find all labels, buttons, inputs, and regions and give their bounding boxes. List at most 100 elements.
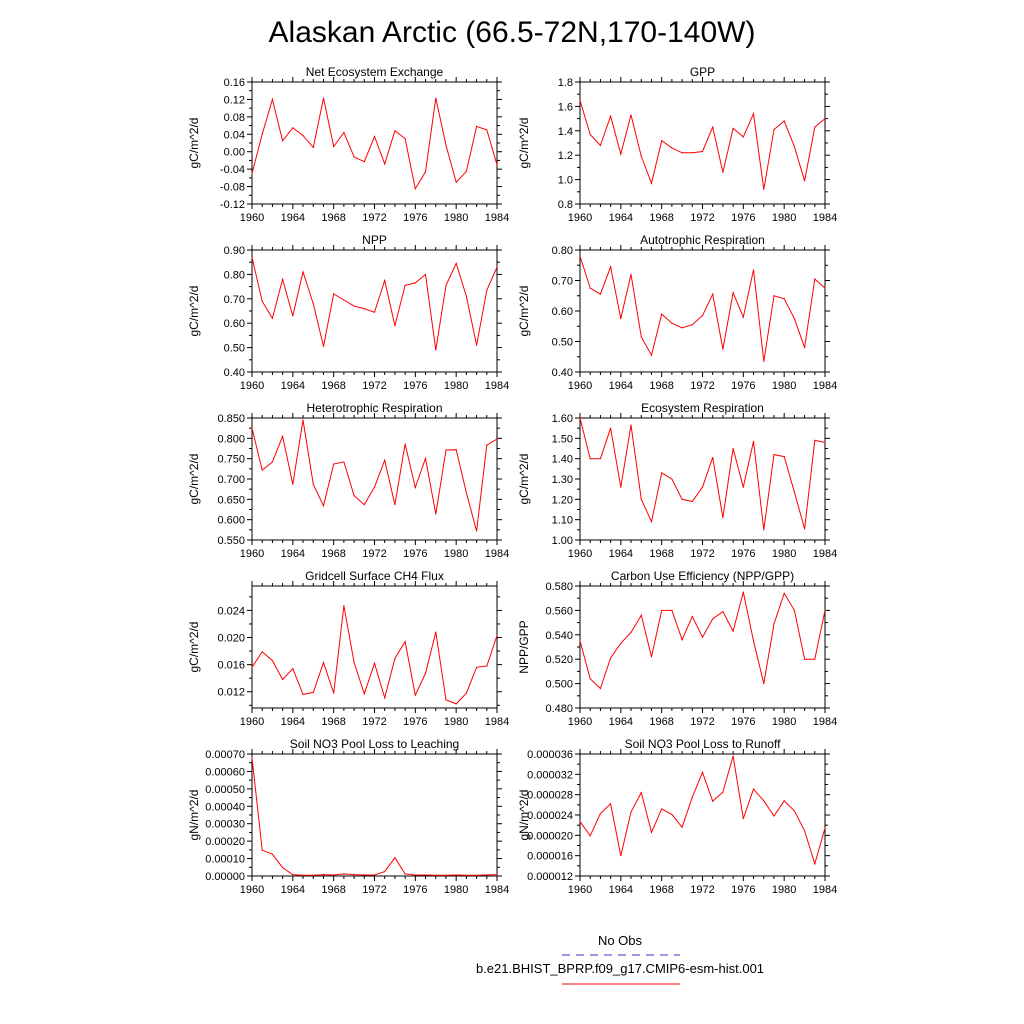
data-point bbox=[496, 874, 498, 876]
data-point bbox=[671, 147, 673, 149]
y-tick-label: 0.00030 bbox=[205, 819, 245, 831]
x-tick-label: 1976 bbox=[403, 212, 427, 224]
data-point bbox=[343, 461, 345, 463]
data-point bbox=[793, 609, 795, 612]
x-tick-label: 1972 bbox=[690, 212, 714, 224]
data-point bbox=[486, 874, 488, 876]
x-tick-label: 1980 bbox=[772, 716, 796, 728]
x-tick-label: 1972 bbox=[362, 548, 386, 560]
data-point bbox=[712, 457, 714, 459]
data-point bbox=[373, 311, 376, 313]
x-tick-label: 1960 bbox=[240, 884, 264, 896]
y-axis-label: gC/m^2/d bbox=[187, 118, 201, 169]
x-tick-label: 1964 bbox=[281, 212, 305, 224]
data-point bbox=[435, 631, 437, 633]
data-point bbox=[681, 498, 683, 500]
x-tick-label: 1960 bbox=[568, 212, 592, 224]
data-point bbox=[302, 134, 304, 137]
data-point bbox=[671, 478, 673, 480]
data-point bbox=[333, 874, 335, 876]
data-point bbox=[671, 813, 673, 816]
data-point bbox=[589, 458, 591, 460]
data-point bbox=[475, 530, 478, 532]
y-tick-label: 1.6 bbox=[558, 101, 573, 113]
y-tick-label: 0.90 bbox=[224, 245, 245, 257]
data-point bbox=[599, 458, 602, 460]
x-tick-label: 1976 bbox=[403, 884, 427, 896]
y-tick-label: 0.50 bbox=[224, 343, 245, 355]
chart-panel: GPP 0.8 1.0 1.2 1.4 1.6 1.8 1960 1964 1968 1972 197… bbox=[517, 65, 837, 224]
data-point bbox=[599, 293, 602, 295]
x-tick-label: 1960 bbox=[240, 548, 264, 560]
data-point bbox=[496, 164, 498, 166]
data-point bbox=[282, 278, 284, 280]
series-line bbox=[251, 419, 498, 532]
data-point bbox=[343, 873, 345, 875]
data-point bbox=[620, 153, 622, 155]
x-tick-label: 1968 bbox=[649, 716, 673, 728]
data-point bbox=[394, 325, 396, 327]
x-tick-label: 1984 bbox=[813, 548, 837, 560]
y-tick-label: 0.00070 bbox=[205, 749, 245, 761]
x-tick-label: 1976 bbox=[731, 884, 755, 896]
data-point bbox=[742, 817, 744, 820]
data-point bbox=[701, 486, 704, 488]
data-point bbox=[630, 631, 632, 633]
data-point bbox=[763, 529, 765, 531]
data-point bbox=[292, 127, 294, 129]
data-point bbox=[271, 853, 274, 855]
data-point bbox=[292, 668, 294, 670]
y-tick-label: 0.000020 bbox=[527, 830, 573, 842]
data-point bbox=[793, 491, 795, 493]
data-point bbox=[640, 792, 642, 794]
x-tick-label: 1972 bbox=[690, 884, 714, 896]
plot-frame bbox=[579, 249, 826, 373]
data-point bbox=[701, 150, 704, 153]
data-point bbox=[824, 827, 826, 829]
chart-panel: Soil NO3 Pool Loss to Leaching 0.00000 0.0… bbox=[187, 737, 509, 896]
data-point bbox=[251, 427, 253, 429]
y-tick-label: 0.80 bbox=[552, 245, 573, 257]
panel-title: Soil NO3 Pool Loss to Leaching bbox=[290, 737, 459, 751]
y-tick-label: 0.750 bbox=[217, 454, 245, 466]
y-tick-label: 0.540 bbox=[545, 630, 573, 642]
data-point bbox=[496, 438, 498, 440]
data-point bbox=[414, 874, 416, 876]
data-point bbox=[793, 318, 795, 320]
data-point bbox=[742, 316, 744, 318]
data-point bbox=[282, 678, 284, 681]
plot-frame bbox=[579, 417, 826, 541]
data-point bbox=[742, 486, 744, 488]
data-point bbox=[803, 180, 806, 182]
y-tick-label: 0.024 bbox=[217, 605, 245, 617]
data-point bbox=[691, 796, 693, 798]
data-point bbox=[496, 266, 498, 268]
x-tick-label: 1980 bbox=[444, 380, 468, 392]
data-point bbox=[322, 874, 325, 876]
data-point bbox=[271, 659, 274, 662]
data-point bbox=[752, 788, 755, 790]
y-axis-label: gC/m^2/d bbox=[517, 454, 531, 505]
data-point bbox=[773, 295, 775, 297]
chart-panel: Autotrophic Respiration 0.40 0.50 0.60 0.70 0… bbox=[517, 233, 837, 392]
data-point bbox=[333, 692, 335, 694]
data-point bbox=[620, 486, 622, 488]
data-point bbox=[814, 863, 816, 865]
data-point bbox=[579, 99, 581, 101]
y-tick-label: 1.20 bbox=[552, 494, 573, 506]
x-tick-label: 1968 bbox=[321, 548, 345, 560]
data-point bbox=[640, 498, 642, 500]
y-axis-label: gC/m^2/d bbox=[187, 622, 201, 673]
plot-frame bbox=[251, 585, 498, 709]
data-point bbox=[610, 266, 612, 268]
data-point bbox=[691, 615, 693, 618]
y-tick-label: 0.00060 bbox=[205, 766, 245, 778]
data-point bbox=[322, 345, 325, 347]
data-point bbox=[414, 282, 416, 284]
x-tick-label: 1960 bbox=[240, 212, 264, 224]
y-tick-label: 0.000028 bbox=[527, 790, 573, 802]
data-point bbox=[282, 867, 284, 869]
data-point bbox=[333, 293, 335, 295]
data-point bbox=[353, 874, 355, 876]
data-point bbox=[783, 800, 785, 802]
